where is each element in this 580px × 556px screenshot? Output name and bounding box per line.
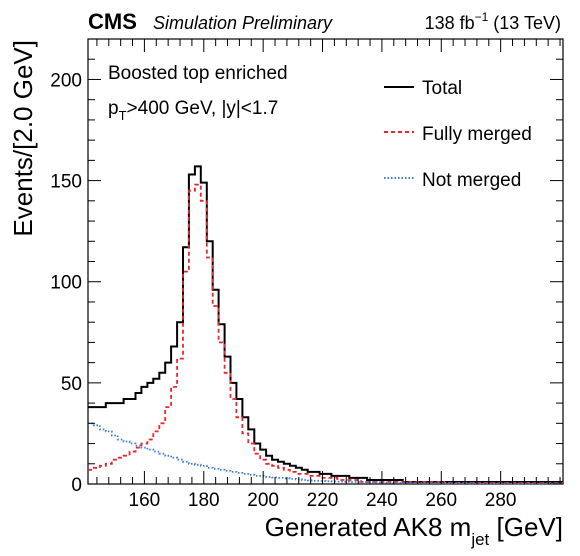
cms-label: CMS xyxy=(88,9,137,34)
x-tick-label: 280 xyxy=(485,490,517,511)
y-tick-label: 150 xyxy=(50,172,82,193)
selection-note: Boosted top enriched xyxy=(108,63,288,84)
series-line-fully-merged xyxy=(88,183,563,484)
lumi-exponent: −1 xyxy=(475,10,489,24)
x-tick-label: 240 xyxy=(366,490,398,511)
x-axis-title-subscript: jet xyxy=(470,530,489,549)
lumi-energy: (13 TeV) xyxy=(488,13,561,33)
luminosity-label: 138 fb−1 (13 TeV) xyxy=(425,10,561,33)
x-axis-title-unit: [GeV] xyxy=(489,512,563,542)
cms-extra-label: Simulation Preliminary xyxy=(153,13,333,33)
pt-subscript: T xyxy=(119,108,127,123)
legend-label-not-merged: Not merged xyxy=(422,170,521,191)
x-axis-title: Generated AK8 mjet [GeV] xyxy=(265,512,563,549)
x-tick-label: 220 xyxy=(307,490,339,511)
y-axis-title: Events/[2.0 GeV] xyxy=(8,40,38,237)
x-tick-label: 180 xyxy=(188,490,220,511)
y-tick-label: 50 xyxy=(61,374,82,395)
y-tick-label: 200 xyxy=(50,70,82,91)
series-line-total xyxy=(88,165,563,483)
lumi-value: 138 fb xyxy=(425,13,475,33)
pt-symbol: p xyxy=(108,98,119,119)
pt-condition: >400 GeV, |y|<1.7 xyxy=(127,98,279,119)
legend-label-total: Total xyxy=(422,78,462,99)
x-tick-label: 160 xyxy=(129,490,161,511)
pt-cut-note: pT>400 GeV, |y|<1.7 xyxy=(108,98,278,123)
x-axis-title-main: Generated AK8 m xyxy=(265,512,472,542)
x-tick-label: 200 xyxy=(247,490,279,511)
legend-label-fully-merged: Fully merged xyxy=(422,124,532,145)
legend: Total Fully merged Not merged xyxy=(384,78,532,191)
x-tick-label: 260 xyxy=(425,490,457,511)
series-layer xyxy=(88,165,563,485)
tick-layer: 160 180 200 220 240 260 280 0 50 100 150 200 xyxy=(50,38,563,511)
y-tick-label: 100 xyxy=(50,273,82,294)
y-tick-label: 0 xyxy=(71,475,82,496)
